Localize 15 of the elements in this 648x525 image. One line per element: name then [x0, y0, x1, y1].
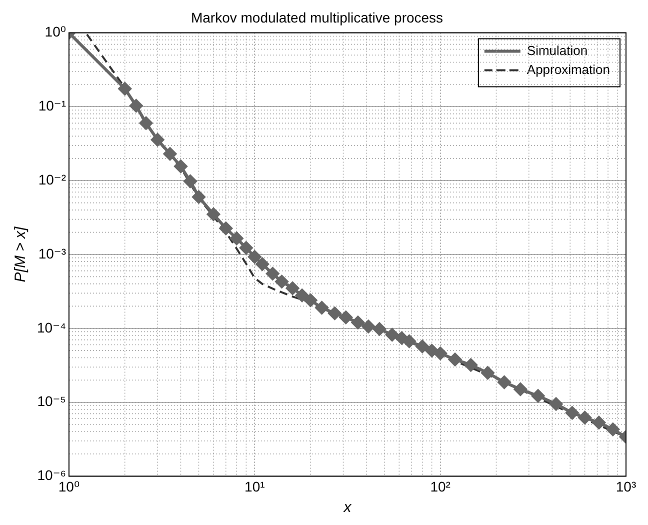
legend-label: Approximation — [526, 62, 610, 77]
y-tick-label: 10⁻³ — [38, 245, 66, 262]
y-tick-label: 10⁻² — [38, 171, 66, 188]
y-tick-label: 10⁻⁴ — [36, 319, 66, 336]
x-tick-label: 10¹ — [244, 478, 266, 494]
y-tick-label: 10⁻¹ — [38, 98, 66, 114]
x-tick-label: 10³ — [616, 478, 636, 494]
x-tick-label: 10⁰ — [58, 478, 80, 494]
y-tick-label: 10⁰ — [44, 24, 66, 40]
y-axis-title: P[M > x] — [12, 226, 30, 282]
legend-label: Simulation — [526, 42, 588, 58]
x-tick-label: 10² — [430, 478, 451, 494]
x-axis-title: x — [342, 499, 352, 516]
y-tick-label: 10⁻⁵ — [37, 393, 66, 410]
chart-title: Markov modulated multiplicative process — [190, 9, 444, 26]
